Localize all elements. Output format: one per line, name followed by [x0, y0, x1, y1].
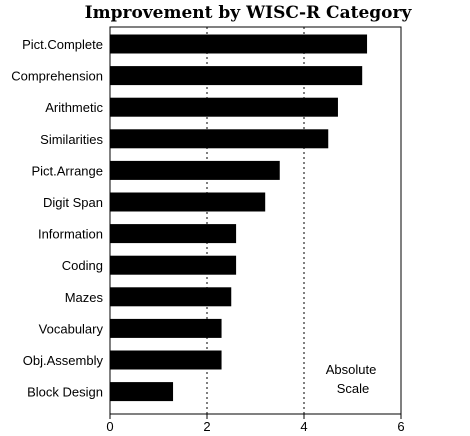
category-label-arithmetic: Arithmetic [45, 100, 103, 115]
bar-block-design [110, 382, 174, 402]
category-label-coding: Coding [62, 258, 103, 273]
annotation-line-2: Scale [337, 381, 370, 396]
bar-pict-arrange [110, 160, 280, 180]
bar-information [110, 224, 237, 244]
category-label-information: Information [38, 227, 103, 242]
category-label-digit-span: Digit Span [43, 195, 103, 210]
x-axis-ticks: 0 2 4 6 [106, 414, 405, 434]
x-tick-label-6: 6 [397, 419, 404, 434]
bar-mazes [110, 287, 232, 307]
category-label-pict-arrange: Pict.Arrange [31, 163, 103, 178]
plot-frame [109, 26, 402, 415]
bar-obj-assembly [110, 350, 222, 370]
bar-arithmetic [110, 97, 338, 117]
category-label-obj-assembly: Obj.Assembly [23, 353, 104, 368]
bar-coding [110, 255, 237, 275]
x-tick-label-4: 4 [300, 419, 307, 434]
category-labels: Pict.Complete Comprehension Arithmetic Simi… [11, 37, 103, 400]
x-tick-label-0: 0 [106, 419, 113, 434]
category-label-block-design: Block Design [27, 385, 103, 400]
bar-vocabulary [110, 318, 222, 338]
category-label-mazes: Mazes [65, 290, 104, 305]
bar-comprehension [110, 66, 363, 86]
category-label-vocabulary: Vocabulary [39, 321, 104, 336]
category-label-pict-complete: Pict.Complete [22, 37, 103, 52]
category-label-comprehension: Comprehension [11, 69, 103, 84]
x-tick-label-2: 2 [203, 419, 210, 434]
category-label-similarities: Similarities [40, 132, 103, 147]
chart-title: Improvement by WISC-R Category [85, 3, 413, 23]
annotation-line-1: Absolute [326, 362, 377, 377]
bar-digit-span [110, 192, 266, 212]
bars [110, 34, 368, 402]
bar-pict-complete [110, 34, 368, 54]
bar-similarities [110, 129, 329, 149]
